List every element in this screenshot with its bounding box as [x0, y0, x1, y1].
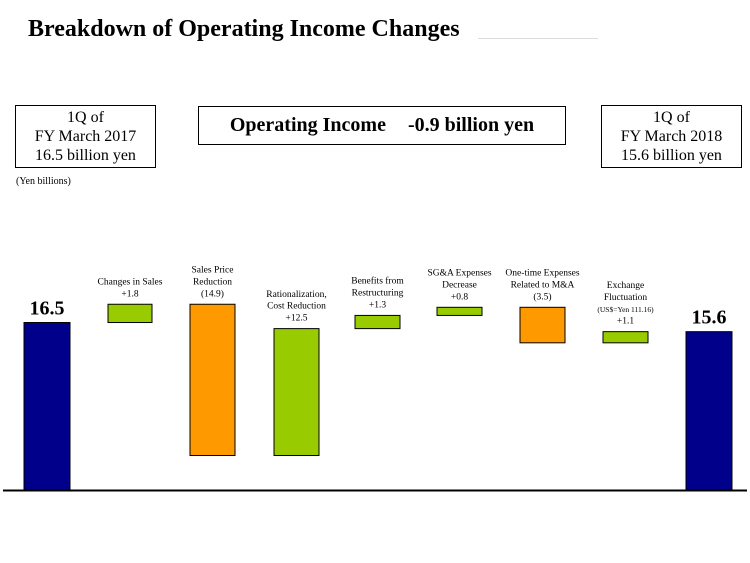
end-period-line-3: 15.6 billion yen	[621, 147, 722, 164]
start-period-line-1: 1Q of	[67, 109, 104, 126]
bar-1	[107, 303, 153, 324]
bar-5	[436, 306, 483, 316]
step-label-5-line-0: SG&A Expenses	[427, 269, 491, 279]
step-label-7-line-1: Fluctuation	[604, 293, 648, 303]
bar-3	[273, 328, 320, 456]
summary-value: -0.9 billion yen	[407, 114, 535, 136]
units-label: (Yen billions)	[16, 176, 71, 187]
step-label-2-line-0: Sales Price	[192, 266, 234, 276]
bar-8	[685, 331, 733, 491]
step-label-6-line-2: (3.5)	[533, 291, 551, 302]
step-label-7-line-0: Exchange	[607, 281, 644, 291]
start-period-line-3: 16.5 billion yen	[35, 147, 136, 164]
step-label-5-line-2: +0.8	[451, 292, 468, 302]
step-label-4-line-0: Benefits from	[351, 276, 404, 287]
bar-4	[354, 314, 401, 330]
step-label-7-line-3: +1.1	[617, 317, 634, 327]
step-label-4-line-1: Restructuring	[352, 289, 404, 299]
total-value-label-0: 16.5	[30, 298, 65, 320]
title-underline	[478, 38, 598, 39]
step-label-7-line-2: (US$=Yen 111.16)	[597, 305, 654, 314]
step-label-1-line-1: +1.8	[121, 289, 138, 299]
end-period-box: 1Q of FY March 2018 15.6 billion yen	[601, 105, 742, 168]
start-period-line-2: FY March 2017	[34, 128, 137, 145]
start-period-box: 1Q of FY March 2017 16.5 billion yen	[15, 105, 156, 168]
bar-0	[23, 322, 71, 491]
bar-6	[519, 306, 566, 344]
summary-label: Operating Income	[229, 114, 386, 136]
bar-2	[189, 303, 236, 456]
operating-income-summary-box: Operating Income -0.9 billion yen	[198, 106, 566, 145]
step-label-6-line-0: One-time Expenses	[505, 269, 579, 279]
step-label-5-line-1: Decrease	[442, 280, 477, 290]
step-label-2-line-2: (14.9)	[201, 288, 224, 299]
step-label-6-line-1: Related to M&A	[511, 280, 575, 290]
step-label-3-line-1: Cost Reduction	[267, 302, 326, 312]
step-label-1-line-0: Changes in Sales	[98, 277, 163, 287]
step-label-3-line-0: Rationalization,	[266, 290, 326, 300]
step-label-3-line-2: +12.5	[286, 314, 308, 324]
end-period-line-1: 1Q of	[653, 109, 690, 126]
page-title: Breakdown of Operating Income Changes	[28, 16, 460, 42]
end-period-line-2: FY March 2018	[620, 128, 723, 145]
step-label-2-line-1: Reduction	[193, 277, 232, 287]
step-label-4-line-2: +1.3	[369, 300, 386, 310]
total-value-label-8: 15.6	[692, 307, 727, 329]
bar-7	[602, 331, 649, 344]
